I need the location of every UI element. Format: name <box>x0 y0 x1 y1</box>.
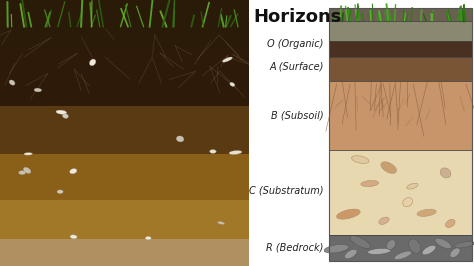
Ellipse shape <box>446 219 455 227</box>
Bar <box>329 8 472 21</box>
Ellipse shape <box>435 238 452 249</box>
Ellipse shape <box>210 149 216 153</box>
Ellipse shape <box>455 242 474 248</box>
Bar <box>329 21 472 41</box>
Ellipse shape <box>337 209 360 219</box>
Bar <box>0 239 249 266</box>
Ellipse shape <box>229 151 242 154</box>
Bar <box>0 154 249 200</box>
Ellipse shape <box>176 136 184 142</box>
Text: R (Bedrock): R (Bedrock) <box>266 243 324 253</box>
Ellipse shape <box>218 222 224 224</box>
Ellipse shape <box>57 190 63 194</box>
Bar <box>0 200 249 239</box>
Bar <box>329 150 472 235</box>
Text: C (Substratum): C (Substratum) <box>249 185 324 195</box>
Ellipse shape <box>417 209 436 216</box>
Ellipse shape <box>63 114 68 118</box>
Ellipse shape <box>350 236 371 248</box>
Ellipse shape <box>352 156 369 164</box>
Ellipse shape <box>407 183 418 189</box>
Ellipse shape <box>367 248 391 255</box>
Ellipse shape <box>146 236 151 240</box>
Text: B (Subsoil): B (Subsoil) <box>271 111 324 121</box>
Text: A (Surface): A (Surface) <box>269 61 324 72</box>
Ellipse shape <box>70 235 77 239</box>
Ellipse shape <box>403 198 412 207</box>
Text: Horizons: Horizons <box>254 8 342 26</box>
Ellipse shape <box>18 171 26 174</box>
Bar <box>0 48 249 106</box>
Ellipse shape <box>345 249 357 259</box>
Ellipse shape <box>361 181 379 186</box>
Bar <box>249 0 474 266</box>
Ellipse shape <box>422 245 436 255</box>
Text: O (Organic): O (Organic) <box>267 39 324 49</box>
Ellipse shape <box>440 168 451 178</box>
Ellipse shape <box>9 80 15 85</box>
Ellipse shape <box>450 248 460 257</box>
Bar <box>329 8 472 261</box>
Ellipse shape <box>23 167 31 173</box>
Ellipse shape <box>34 88 42 92</box>
Ellipse shape <box>222 57 232 62</box>
Bar <box>0 106 249 154</box>
Ellipse shape <box>230 82 235 86</box>
Bar <box>329 81 472 150</box>
Ellipse shape <box>409 239 421 253</box>
Ellipse shape <box>394 251 411 260</box>
Ellipse shape <box>90 59 96 66</box>
Ellipse shape <box>381 162 396 173</box>
Ellipse shape <box>379 217 389 225</box>
Bar <box>0 0 249 48</box>
Ellipse shape <box>70 169 77 174</box>
Bar <box>329 41 472 57</box>
Ellipse shape <box>387 240 395 250</box>
Bar <box>329 57 472 81</box>
Ellipse shape <box>56 110 67 114</box>
Ellipse shape <box>324 244 349 253</box>
Bar <box>329 235 472 261</box>
Ellipse shape <box>24 153 32 155</box>
